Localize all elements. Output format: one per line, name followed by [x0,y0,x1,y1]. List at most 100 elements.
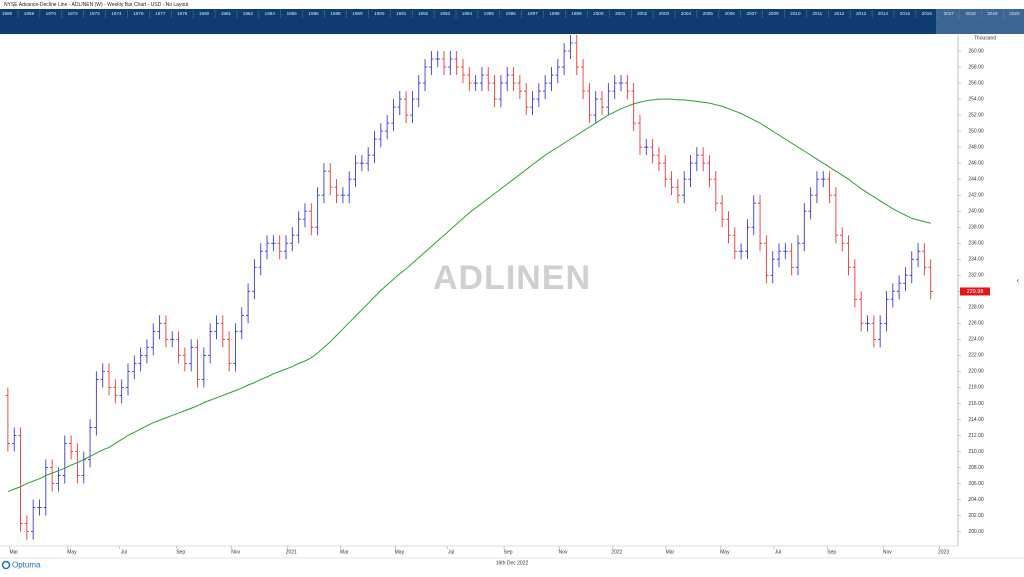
year-label: 2009 [768,11,779,16]
year-label: 2001 [615,11,626,16]
y-tick-label: 244.00 [968,176,984,182]
x-tick-label: Sep [504,549,513,555]
year-label: 1970 [46,11,57,16]
y-tick-label: 252.00 [968,112,984,118]
brand-name: Optuma [12,561,41,570]
x-tick-label: Jul [775,549,781,555]
last-price-label: 229.98 [967,289,984,295]
year-label: 1985 [287,11,298,16]
y-tick-label: 202.00 [968,513,984,519]
year-label: 1981 [221,11,232,16]
x-tick-label: Nov [883,549,892,555]
year-label: 2012 [834,11,845,16]
year-label: 1968 [2,11,13,16]
year-label: 1984 [265,11,276,16]
year-label: 2007 [746,11,757,16]
y-tick-label: 206.00 [968,481,984,487]
moving-average [7,98,931,493]
y-tick-label: 234.00 [968,257,984,263]
y-tick-label: 226.00 [968,321,984,327]
x-tick-label: Mar [9,549,18,555]
y-tick-label: 258.00 [968,64,984,70]
year-label: 2010 [790,11,801,16]
y-tick-label: 254.00 [968,96,984,102]
year-label: 1969 [24,11,35,16]
y-tick-label: 224.00 [968,337,984,343]
y-tick-label: 228.00 [968,305,984,311]
year-label: 2020 [1009,11,1020,16]
y-tick-label: 238.00 [968,225,984,231]
brand-logo [1,560,11,570]
x-tick-label: May [720,549,730,555]
y-tick-label: 248.00 [968,144,984,150]
x-tick-label: Sep [176,549,185,555]
y-tick-label: 220.00 [968,369,984,375]
y-tick-label: 222.00 [968,353,984,359]
year-label: 1986 [308,11,319,16]
y-tick-label: 214.00 [968,417,984,423]
year-label: 2000 [593,11,604,16]
x-tick-label: Mar [340,549,349,555]
year-label: 2013 [856,11,867,16]
navigator-selection[interactable] [936,9,1024,34]
year-label: 1977 [155,11,166,16]
year-label: 1972 [68,11,79,16]
year-label: 2018 [965,11,976,16]
year-label: 2015 [900,11,911,16]
y-tick-label: 204.00 [968,497,984,503]
year-label: 1992 [418,11,429,16]
year-label: 2002 [637,11,648,16]
year-label: 1988 [330,11,341,16]
year-label: 1990 [374,11,385,16]
y-tick-label: 208.00 [968,465,984,471]
y-tick-label: 242.00 [968,193,984,199]
y-unit: Thousand [974,35,996,41]
year-label: 1996 [506,11,517,16]
y-tick-label: 246.00 [968,160,984,166]
year-label: 2004 [681,11,692,16]
footer-date: 16th Dec 2022 [496,560,529,566]
y-tick-label: 256.00 [968,80,984,86]
year-label: 1978 [177,11,188,16]
year-label: 1974 [111,11,122,16]
year-label: 1989 [352,11,363,16]
x-tick-label: Jul [448,549,454,555]
y-tick-label: 232.00 [968,273,984,279]
year-label: 1982 [243,11,254,16]
year-label: 1999 [571,11,582,16]
year-label: 2019 [987,11,998,16]
year-label: 1980 [199,11,210,16]
year-label: 2016 [922,11,933,16]
y-tick-label: 218.00 [968,385,984,391]
year-label: 1994 [462,11,473,16]
x-tick-label: 2022 [611,549,622,555]
year-navigator[interactable] [0,9,1024,34]
y-tick-label: 200.00 [968,529,984,535]
year-label: 1976 [133,11,144,16]
year-label: 2005 [703,11,714,16]
x-tick-label: Nov [231,549,240,555]
year-label: 1995 [484,11,495,16]
year-label: 1973 [89,11,100,16]
year-label: 2014 [878,11,889,16]
x-tick-label: May [395,549,405,555]
collapse-toggle[interactable]: ‹ [1017,276,1020,285]
year-label: 2003 [659,11,670,16]
y-tick-label: 210.00 [968,449,984,455]
year-label: 2017 [944,11,955,16]
year-label: 1993 [440,11,451,16]
x-tick-label: Mar [666,549,675,555]
x-tick-label: May [67,549,77,555]
y-tick-label: 212.00 [968,433,984,439]
x-tick-label: Jul [121,549,127,555]
chart-header: NYSE Advance-Decline Line - ADLINEN (W) … [4,2,189,8]
year-label: 1991 [396,11,407,16]
x-tick-label: Sep [827,549,836,555]
year-label: 1998 [549,11,560,16]
year-labels: 1968 1969 1970 1972 1973 1974 1976 1977 1978 1980… [2,10,1020,18]
x-tick-label: 2021 [286,549,297,555]
year-label: 2011 [812,11,822,16]
last-price-tag [960,287,990,296]
